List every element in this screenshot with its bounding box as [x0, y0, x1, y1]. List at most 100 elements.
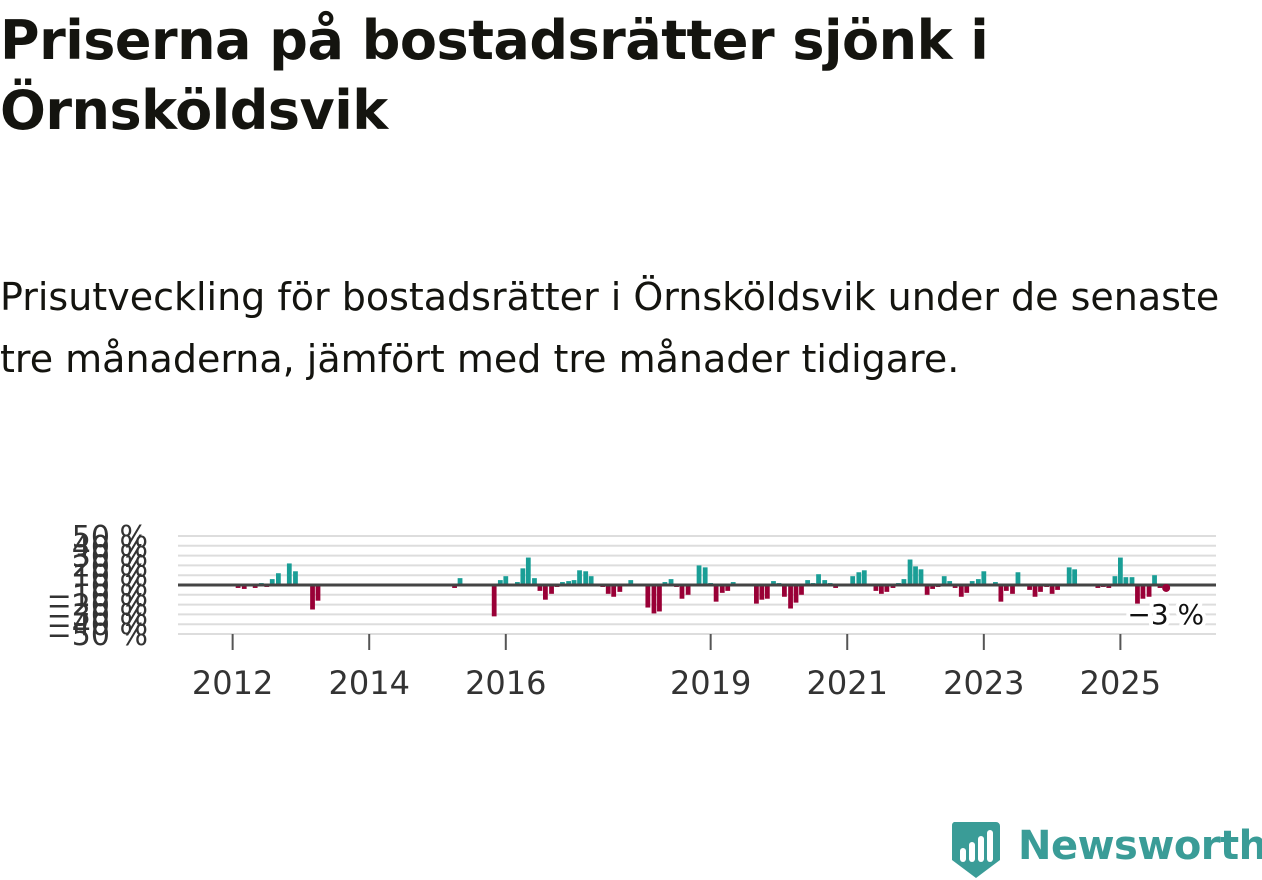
bar — [793, 585, 799, 603]
newsworthy-logo-icon — [951, 822, 1000, 878]
bar — [1129, 577, 1135, 585]
y-tick-label: 40 % — [72, 530, 148, 565]
bar — [782, 585, 787, 597]
bar — [457, 578, 463, 585]
bar — [497, 580, 503, 585]
bar — [969, 581, 975, 585]
x-tick-label: 2021 — [807, 664, 888, 702]
bar — [754, 585, 759, 604]
bar — [1135, 585, 1140, 604]
bar — [566, 581, 572, 585]
bar — [805, 580, 811, 585]
bar — [491, 585, 497, 617]
bar — [588, 576, 594, 585]
y-tick-label: −50 % — [47, 618, 148, 653]
bar — [975, 579, 981, 585]
y-tick-label: 0 % — [91, 569, 148, 604]
bar — [799, 585, 804, 595]
bar — [537, 585, 543, 591]
bar — [725, 585, 731, 591]
bar — [503, 576, 509, 585]
bar — [1049, 585, 1055, 594]
bar — [1152, 575, 1157, 585]
bar — [577, 570, 582, 585]
bar — [286, 563, 292, 585]
bar — [918, 569, 924, 585]
bar — [930, 585, 935, 589]
bar — [685, 585, 691, 595]
bar — [1027, 585, 1032, 590]
bar-chart: 50 %40 %30 %20 %10 %0 %−10 %−20 %−30 %−4… — [47, 520, 1216, 702]
bar — [241, 585, 247, 589]
bar — [315, 585, 321, 601]
y-tick-label: −30 % — [47, 598, 148, 633]
bar — [1123, 577, 1129, 585]
bar — [941, 576, 947, 585]
bar — [1146, 585, 1152, 597]
bar — [1140, 585, 1146, 599]
bar — [764, 585, 770, 599]
bar — [1072, 569, 1078, 585]
y-tick-label: 10 % — [72, 559, 148, 594]
x-tick-label: 2019 — [670, 664, 751, 702]
x-tick-label: 2014 — [328, 664, 409, 702]
bar — [713, 585, 719, 602]
bar — [822, 580, 828, 585]
y-tick-label: 20 % — [72, 549, 148, 584]
y-tick-label: 50 % — [72, 520, 148, 555]
chart-subtitle: Prisutveckling för bostadsrätter i Örnsk… — [0, 275, 1220, 381]
bar — [520, 568, 526, 585]
bar — [981, 571, 987, 585]
bar — [1055, 585, 1060, 590]
bar — [1003, 585, 1009, 591]
bar — [1032, 585, 1038, 597]
bar — [884, 585, 890, 592]
headline: Priserna på bostadsrätter sjönk i Örnskö… — [0, 9, 989, 142]
bar — [696, 565, 702, 585]
bar — [1010, 585, 1015, 594]
y-tick-label: −20 % — [47, 589, 148, 624]
bar — [1038, 585, 1043, 592]
annotations: −3 % — [1123, 583, 1208, 635]
x-tick-label: 2012 — [192, 664, 273, 702]
bar — [924, 585, 930, 595]
bar — [543, 585, 548, 600]
bar — [901, 579, 907, 585]
bar — [525, 557, 531, 585]
bar — [1112, 576, 1118, 585]
bar — [1118, 557, 1123, 585]
bar — [878, 585, 884, 594]
bar — [310, 585, 315, 610]
bar — [816, 574, 821, 585]
bar — [549, 585, 554, 594]
bar — [998, 585, 1004, 602]
bar — [617, 585, 623, 592]
bar — [679, 585, 685, 599]
bar — [947, 581, 953, 585]
x-tick-label: 2016 — [465, 664, 546, 702]
newsworthy-logo: Newsworthy — [950, 818, 1262, 878]
y-tick-label: −10 % — [47, 579, 148, 614]
bar — [771, 581, 776, 585]
bar — [269, 579, 275, 585]
bar — [605, 585, 611, 594]
bar — [964, 585, 970, 593]
brand-name: Newsworthy — [1018, 823, 1262, 869]
bar — [532, 578, 537, 585]
bar — [583, 571, 589, 585]
last-value-label: −3 % — [1127, 598, 1204, 631]
bar — [856, 572, 862, 585]
bar — [611, 585, 617, 597]
x-tick-label: 2023 — [943, 664, 1024, 702]
bar — [657, 585, 662, 612]
x-axis: 2012 2014 2016 2019 2021 2023 2025 — [192, 634, 1161, 702]
bar — [651, 585, 657, 614]
x-tick-label: 2025 — [1080, 664, 1161, 702]
bar — [668, 579, 674, 585]
bar — [628, 580, 634, 585]
bar — [293, 571, 298, 585]
bar — [907, 559, 913, 585]
y-axis: 50 %40 %30 %20 %10 %0 %−10 %−20 %−30 %−4… — [47, 520, 148, 653]
last-value-marker — [1162, 583, 1171, 592]
bar — [850, 576, 856, 585]
